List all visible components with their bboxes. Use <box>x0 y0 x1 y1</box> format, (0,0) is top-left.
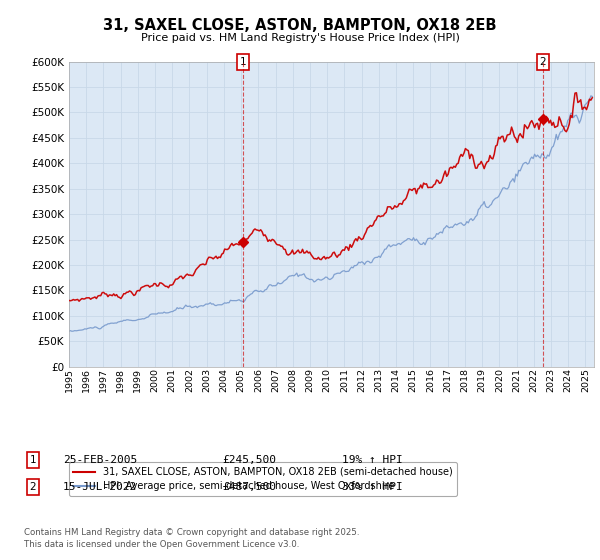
Text: 15-JUL-2022: 15-JUL-2022 <box>63 482 137 492</box>
Text: £487,500: £487,500 <box>222 482 276 492</box>
Text: 1: 1 <box>29 455 37 465</box>
Text: 31, SAXEL CLOSE, ASTON, BAMPTON, OX18 2EB: 31, SAXEL CLOSE, ASTON, BAMPTON, OX18 2E… <box>103 18 497 32</box>
Legend: 31, SAXEL CLOSE, ASTON, BAMPTON, OX18 2EB (semi-detached house), HPI: Average pr: 31, SAXEL CLOSE, ASTON, BAMPTON, OX18 2E… <box>68 462 457 496</box>
Text: 2: 2 <box>540 57 547 67</box>
Text: 25-FEB-2005: 25-FEB-2005 <box>63 455 137 465</box>
Text: Contains HM Land Registry data © Crown copyright and database right 2025.
This d: Contains HM Land Registry data © Crown c… <box>24 528 359 549</box>
Text: £245,500: £245,500 <box>222 455 276 465</box>
Text: 33% ↑ HPI: 33% ↑ HPI <box>342 482 403 492</box>
Text: Price paid vs. HM Land Registry's House Price Index (HPI): Price paid vs. HM Land Registry's House … <box>140 32 460 43</box>
Text: 2: 2 <box>29 482 37 492</box>
Text: 19% ↑ HPI: 19% ↑ HPI <box>342 455 403 465</box>
Text: 1: 1 <box>240 57 247 67</box>
